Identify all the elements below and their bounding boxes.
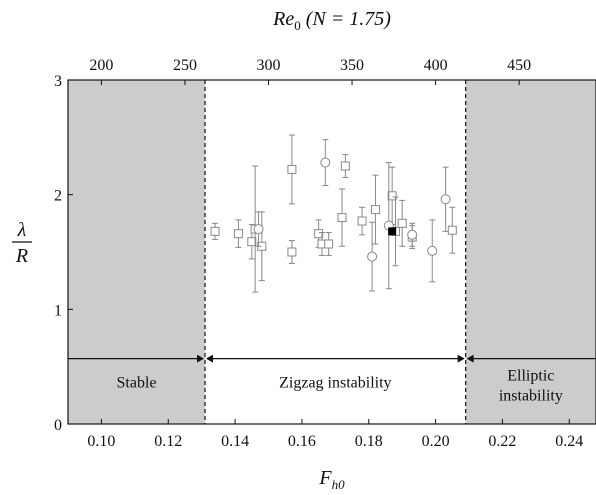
circle-marker — [440, 194, 451, 205]
data-point-s1-0 — [253, 211, 264, 247]
data-point-s0-10 — [337, 188, 347, 247]
data-point-s0-14 — [387, 166, 397, 225]
y-axis-title: λ R — [12, 219, 32, 267]
y-tick-label-2: 2 — [54, 188, 62, 205]
x-tick-label-2: 0.14 — [221, 433, 249, 450]
x-axis-title: Fh0 — [318, 467, 345, 492]
data-point-s0-11 — [340, 154, 350, 178]
y-tick-label-0: 0 — [54, 417, 62, 434]
square-marker — [447, 225, 457, 235]
square-marker — [387, 191, 397, 201]
boundary-layer — [204, 80, 467, 424]
data-point-s0-12 — [357, 206, 367, 236]
data-point-s1-4 — [407, 222, 418, 247]
plot-frame — [67, 79, 596, 425]
region-arrow-0 — [68, 354, 205, 363]
x-tick-label-0: 0.10 — [87, 433, 115, 450]
square-marker — [370, 205, 380, 215]
data-point-s0-6 — [287, 134, 297, 205]
square-marker — [314, 229, 324, 239]
y-tick-label-1: 1 — [54, 302, 62, 319]
region-label-layer: Stable Zigzag instability Elliptic instabil… — [117, 368, 563, 405]
shaded-region-0 — [68, 80, 206, 424]
region-arrow-head-left-1 — [206, 354, 214, 363]
region-arrow-1 — [206, 354, 465, 363]
circle-marker — [320, 157, 331, 168]
x-tick-label-7: 0.24 — [555, 433, 583, 450]
top-tick-label-5: 450 — [507, 57, 531, 74]
data-point-s1-2 — [367, 221, 378, 292]
top-axis-title: Re0 (N = 1.75) — [272, 8, 391, 33]
data-point-s0-9 — [324, 232, 334, 256]
circle-marker — [253, 224, 264, 235]
data-point-s0-13 — [370, 174, 380, 245]
data-point-s1-1 — [320, 139, 331, 186]
circle-marker — [407, 229, 418, 240]
square-marker — [324, 239, 334, 249]
data-point-s0-4 — [257, 211, 267, 282]
square-marker — [233, 229, 243, 239]
data-point-s0-0 — [210, 222, 220, 240]
region-arrow-head-left-2 — [466, 354, 474, 363]
data-point-s0-5 — [287, 240, 297, 264]
square-marker — [287, 247, 297, 257]
square-marker — [337, 213, 347, 223]
circle-marker — [367, 251, 378, 262]
x-tick-label-4: 0.18 — [355, 433, 383, 450]
square-marker — [247, 237, 257, 247]
region-label-1-line-0: Zigzag instability — [279, 375, 391, 392]
top-tick-label-2: 300 — [257, 57, 281, 74]
arrow-layer — [68, 354, 596, 363]
x-tick-label-1: 0.12 — [154, 433, 182, 450]
region-label-2-line-0: Elliptic — [507, 368, 554, 385]
region-arrow-2 — [466, 354, 596, 363]
square-marker — [210, 226, 220, 236]
x-tick-label-5: 0.20 — [422, 433, 450, 450]
square-marker — [397, 218, 407, 228]
data-point-s1-6 — [440, 166, 451, 232]
data-point-s0-18 — [447, 206, 457, 254]
y-axis-title-numerator: λ — [17, 219, 27, 241]
data-point-s1-5 — [427, 219, 438, 283]
top-tick-label-1: 250 — [173, 57, 197, 74]
data-point-s0-1 — [233, 219, 243, 248]
data-point-s2-0 — [388, 227, 397, 236]
region-layer — [68, 80, 596, 424]
filled-square-marker — [388, 227, 397, 236]
top-tick-label-3: 350 — [340, 57, 364, 74]
tick-layer: 0.10 0.12 0.14 0.16 0.18 0.20 0.22 0.24 0 1 2 3 200 2… — [54, 57, 583, 450]
region-arrow-head-right-0 — [197, 354, 205, 363]
region-label-0-line-0: Stable — [117, 375, 157, 392]
shaded-region-2 — [465, 80, 596, 424]
top-tick-label-0: 200 — [89, 57, 113, 74]
square-marker — [287, 164, 297, 174]
region-label-2-line-1: instability — [499, 388, 563, 405]
circle-marker — [427, 245, 438, 256]
region-arrow-head-right-1 — [457, 354, 465, 363]
y-tick-label-3: 3 — [54, 73, 62, 90]
square-marker — [340, 161, 350, 171]
x-tick-label-6: 0.22 — [488, 433, 516, 450]
x-tick-label-3: 0.16 — [288, 433, 316, 450]
data-point-s0-16 — [397, 199, 407, 247]
top-tick-label-4: 400 — [424, 57, 448, 74]
square-marker — [357, 216, 367, 226]
y-axis-title-denominator: R — [15, 245, 28, 267]
data-point-layer — [210, 134, 457, 293]
